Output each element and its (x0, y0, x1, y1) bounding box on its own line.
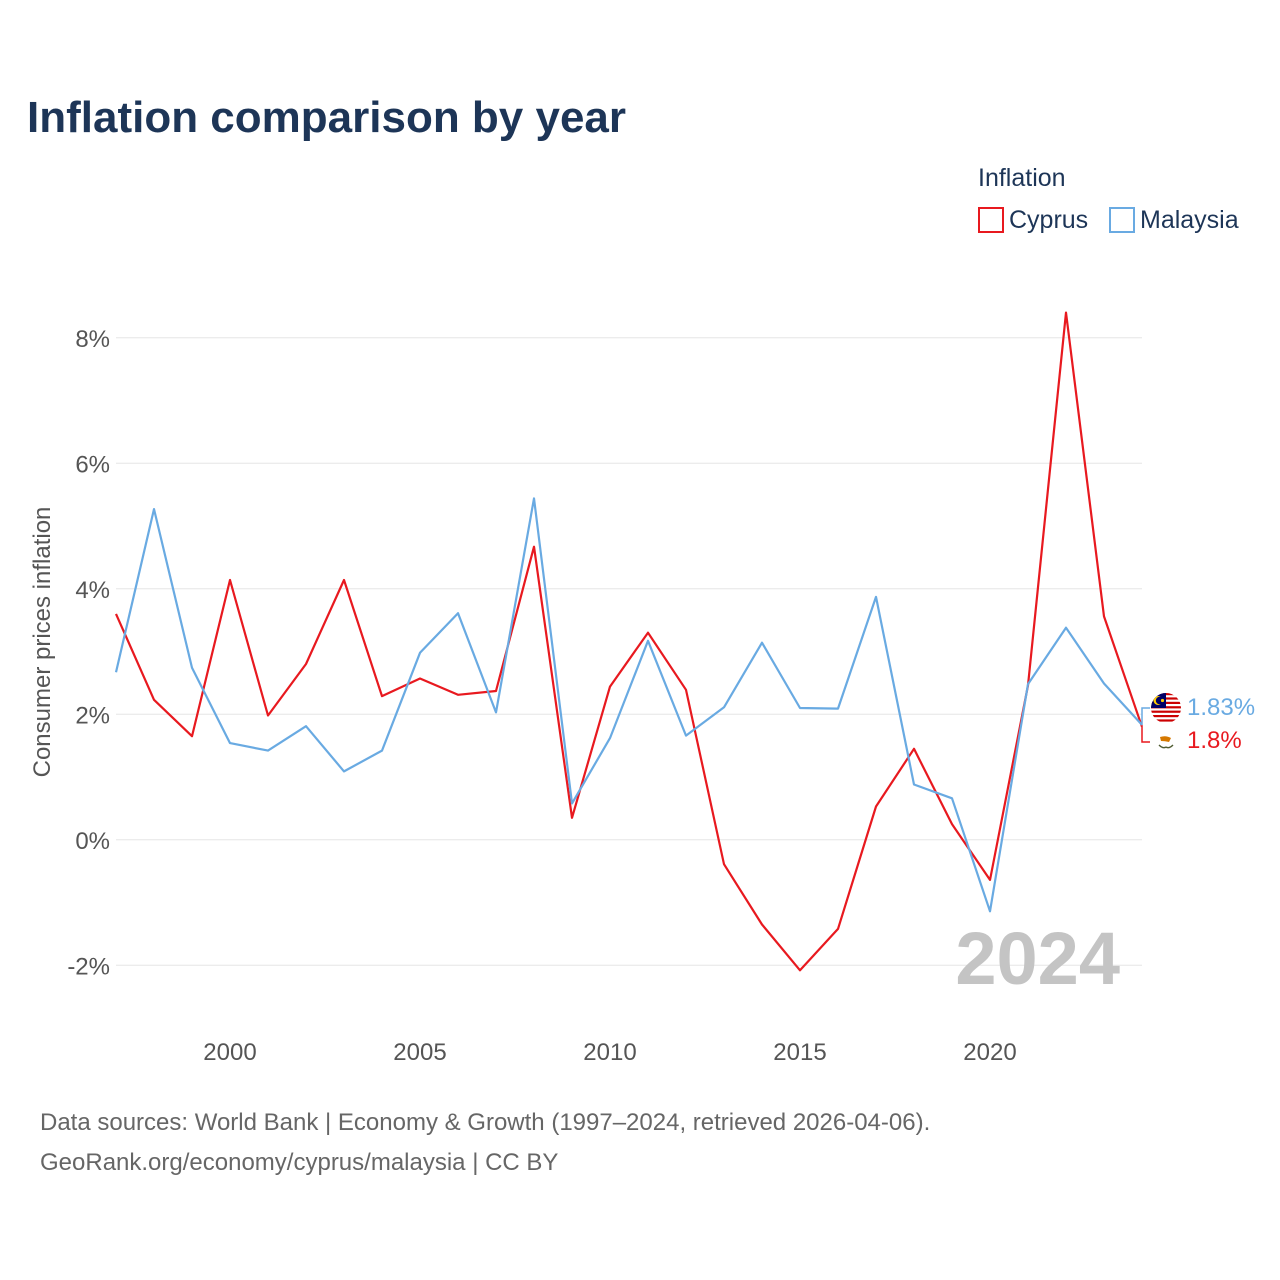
footer-attribution[interactable]: GeoRank.org/economy/cyprus/malaysia | CC… (40, 1149, 559, 1176)
legend-swatch-malaysia[interactable] (1109, 207, 1135, 233)
end-bracket-malaysia (1141, 707, 1150, 725)
end-label-cyprus: 1.8% (1187, 727, 1242, 754)
y-axis-label: Consumer prices inflation (29, 507, 56, 778)
year-watermark: 2024 (955, 917, 1120, 1000)
x-tick-label: 2010 (583, 1039, 636, 1066)
legend-title: Inflation (978, 164, 1066, 192)
grid (116, 337, 1142, 966)
x-tick-label: 2015 (773, 1039, 826, 1066)
chart-title: Inflation comparison by year (27, 93, 626, 142)
y-tick-label: 6% (75, 451, 110, 478)
footer-sources: Data sources: World Bank | Economy & Gro… (40, 1109, 931, 1136)
legend-label-malaysia[interactable]: Malaysia (1140, 206, 1239, 234)
series-line-cyprus[interactable] (114, 311, 1144, 972)
x-tick-label: 2000 (203, 1039, 256, 1066)
y-tick-label: 0% (75, 828, 110, 855)
series-lines (114, 311, 1144, 972)
y-tick-label: 2% (75, 702, 110, 729)
y-tick-label: 4% (75, 577, 110, 604)
series-line-malaysia[interactable] (114, 497, 1143, 913)
x-tick-label: 2005 (393, 1039, 446, 1066)
y-axis-ticks: -2% 0% 2% 4% 6% 8% (67, 326, 110, 981)
x-axis-ticks: 2000 2005 2010 2015 2020 (203, 1039, 1016, 1066)
end-labels: 1.83% 1.8% (1141, 693, 1255, 757)
legend: Inflation Cyprus Malaysia (978, 164, 1239, 234)
malaysia-flag-icon (1151, 693, 1181, 723)
cyprus-flag-icon (1151, 727, 1181, 757)
x-tick-label: 2020 (963, 1039, 1016, 1066)
y-tick-label: 8% (75, 326, 110, 353)
y-tick-label: -2% (67, 953, 110, 980)
end-bracket-cyprus (1141, 726, 1150, 743)
legend-label-cyprus[interactable]: Cyprus (1009, 206, 1088, 234)
legend-swatch-cyprus[interactable] (978, 207, 1004, 233)
end-label-malaysia: 1.83% (1187, 694, 1255, 721)
